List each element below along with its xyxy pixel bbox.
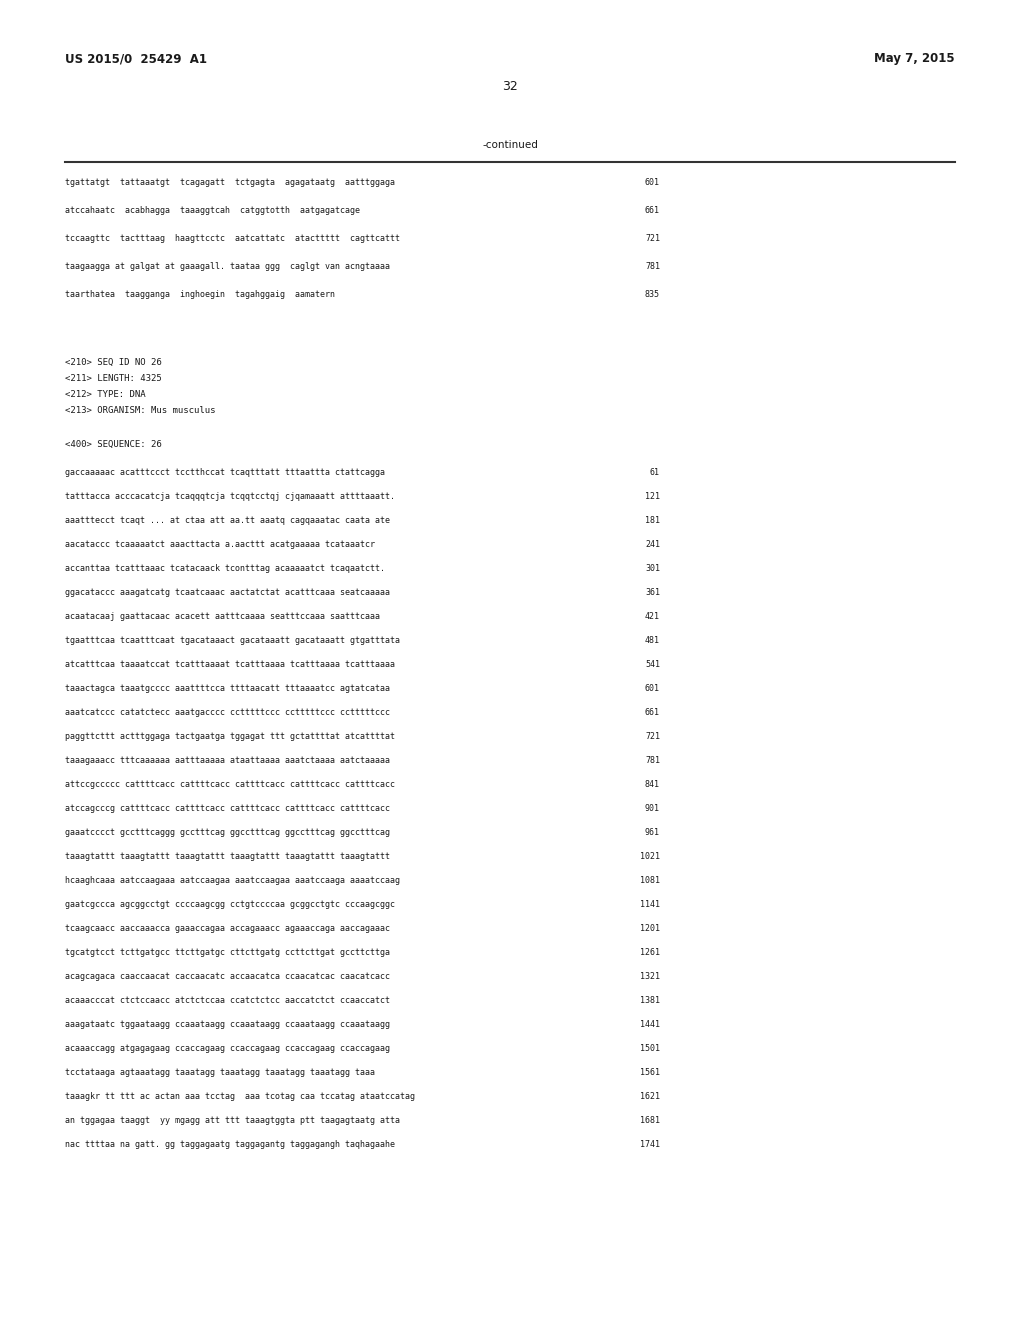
Text: 1561: 1561	[639, 1068, 659, 1077]
Text: 721: 721	[644, 234, 659, 243]
Text: tatttacca acccacatcja tcaqqqtcja tcqqtcctqj cjqamaaatt attttaaatt.: tatttacca acccacatcja tcaqqqtcja tcqqtcc…	[65, 492, 394, 502]
Text: 901: 901	[644, 804, 659, 813]
Text: 1441: 1441	[639, 1020, 659, 1030]
Text: <211> LENGTH: 4325: <211> LENGTH: 4325	[65, 374, 162, 383]
Text: acagcagaca caaccaacat caccaacatc accaacatca ccaacatcac caacatcacc: acagcagaca caaccaacat caccaacatc accaaca…	[65, 972, 389, 981]
Text: 541: 541	[644, 660, 659, 669]
Text: 1081: 1081	[639, 876, 659, 884]
Text: 1621: 1621	[639, 1092, 659, 1101]
Text: tgaatttcaa tcaatttcaat tgacataaact gacataaatt gacataaatt gtgatttata: tgaatttcaa tcaatttcaat tgacataaact gacat…	[65, 636, 399, 645]
Text: gaccaaaaac acatttccct tcctthccat tcaqtttatt tttaattta ctattcagga: gaccaaaaac acatttccct tcctthccat tcaqttt…	[65, 469, 384, 477]
Text: 781: 781	[644, 756, 659, 766]
Text: gaatcgccca agcggcctgt ccccaagcgg cctgtccccaa gcggcctgtc cccaagcggc: gaatcgccca agcggcctgt ccccaagcgg cctgtcc…	[65, 900, 394, 909]
Text: taagaagga at galgat at gaaagall. taataa ggg  caglgt van acngtaaaa: taagaagga at galgat at gaaagall. taataa …	[65, 261, 389, 271]
Text: tcctataaga agtaaatagg taaatagg taaatagg taaatagg taaatagg taaa: tcctataaga agtaaatagg taaatagg taaatagg …	[65, 1068, 375, 1077]
Text: taaagaaacc tttcaaaaaa aatttaaaaa ataattaaaa aaatctaaaa aatctaaaaa: taaagaaacc tttcaaaaaa aatttaaaaa ataatta…	[65, 756, 389, 766]
Text: atccahaatc  acabhagga  taaaggtcah  catggtotth  aatgagatcage: atccahaatc acabhagga taaaggtcah catggtot…	[65, 206, 360, 215]
Text: taarthatea  taagganga  inghoegin  tagahggaig  aamatern: taarthatea taagganga inghoegin tagahggai…	[65, 290, 334, 300]
Text: 421: 421	[644, 612, 659, 620]
Text: <400> SEQUENCE: 26: <400> SEQUENCE: 26	[65, 440, 162, 449]
Text: 1321: 1321	[639, 972, 659, 981]
Text: 1141: 1141	[639, 900, 659, 909]
Text: tccaagttc  tactttaag  haagttcctc  aatcattatc  atacttttt  cagttcattt: tccaagttc tactttaag haagttcctc aatcattat…	[65, 234, 399, 243]
Text: 1021: 1021	[639, 851, 659, 861]
Text: 181: 181	[644, 516, 659, 525]
Text: taaactagca taaatgcccc aaattttcca ttttaacatt tttaaaatcc agtatcataa: taaactagca taaatgcccc aaattttcca ttttaac…	[65, 684, 389, 693]
Text: 481: 481	[644, 636, 659, 645]
Text: 121: 121	[644, 492, 659, 502]
Text: -continued: -continued	[482, 140, 537, 150]
Text: tgcatgtcct tcttgatgcc ttcttgatgc cttcttgatg ccttcttgat gccttcttga: tgcatgtcct tcttgatgcc ttcttgatgc cttcttg…	[65, 948, 389, 957]
Text: 835: 835	[644, 290, 659, 300]
Text: taaagtattt taaagtattt taaagtattt taaagtattt taaagtattt taaagtattt: taaagtattt taaagtattt taaagtattt taaagta…	[65, 851, 389, 861]
Text: aaatcatccc catatctecc aaatgacccc cctttttccc cctttttccc cctttttccc: aaatcatccc catatctecc aaatgacccc ccttttt…	[65, 708, 389, 717]
Text: an tggagaa taaggt  yy mgagg att ttt taaagtggta ptt taagagtaatg atta: an tggagaa taaggt yy mgagg att ttt taaag…	[65, 1115, 399, 1125]
Text: 781: 781	[644, 261, 659, 271]
Text: <210> SEQ ID NO 26: <210> SEQ ID NO 26	[65, 358, 162, 367]
Text: 301: 301	[644, 564, 659, 573]
Text: accanttaa tcatttaaac tcatacaack tcontttag acaaaaatct tcaqaatctt.: accanttaa tcatttaaac tcatacaack tconttta…	[65, 564, 384, 573]
Text: 32: 32	[501, 81, 518, 92]
Text: US 2015/0  25429  A1: US 2015/0 25429 A1	[65, 51, 207, 65]
Text: hcaaghcaaa aatccaagaaa aatccaagaa aaatccaagaa aaatccaaga aaaatccaag: hcaaghcaaa aatccaagaaa aatccaagaa aaatcc…	[65, 876, 399, 884]
Text: May 7, 2015: May 7, 2015	[873, 51, 954, 65]
Text: tgattatgt  tattaaatgt  tcagagatt  tctgagta  agagataatg  aatttggaga: tgattatgt tattaaatgt tcagagatt tctgagta …	[65, 178, 394, 187]
Text: atcatttcaa taaaatccat tcatttaaaat tcatttaaaa tcatttaaaa tcatttaaaa: atcatttcaa taaaatccat tcatttaaaat tcattt…	[65, 660, 394, 669]
Text: acaaacccat ctctccaacc atctctccaa ccatctctcc aaccatctct ccaaccatct: acaaacccat ctctccaacc atctctccaa ccatctc…	[65, 997, 389, 1005]
Text: aaatttecct tcaqt ... at ctaa att aa.tt aaatq cagqaaatac caata ate: aaatttecct tcaqt ... at ctaa att aa.tt a…	[65, 516, 389, 525]
Text: ggacataccc aaagatcatg tcaatcaaac aactatctat acatttcaaa seatcaaaaa: ggacataccc aaagatcatg tcaatcaaac aactatc…	[65, 587, 389, 597]
Text: atccagcccg cattttcacc cattttcacc cattttcacc cattttcacc cattttcacc: atccagcccg cattttcacc cattttcacc cattttc…	[65, 804, 389, 813]
Text: gaaatcccct gcctttcaggg gcctttcag ggcctttcag ggcctttcag ggcctttcag: gaaatcccct gcctttcaggg gcctttcag ggccttt…	[65, 828, 389, 837]
Text: 1381: 1381	[639, 997, 659, 1005]
Text: 661: 661	[644, 206, 659, 215]
Text: nac ttttaa na gatt. gg taggagaatg taggagantg taggagangh taqhagaahe: nac ttttaa na gatt. gg taggagaatg taggag…	[65, 1140, 394, 1148]
Text: aacataccc tcaaaaatct aaacttacta a.aacttt acatgaaaaa tcataaatcr: aacataccc tcaaaaatct aaacttacta a.aacttt…	[65, 540, 375, 549]
Text: paggttcttt actttggaga tactgaatga tggagat ttt gctattttat atcattttat: paggttcttt actttggaga tactgaatga tggagat…	[65, 733, 394, 741]
Text: 601: 601	[644, 178, 659, 187]
Text: taaagkr tt ttt ac actan aaa tcctag  aaa tcotag caa tccatag ataatccatag: taaagkr tt ttt ac actan aaa tcctag aaa t…	[65, 1092, 415, 1101]
Text: aaagataatc tggaataagg ccaaataagg ccaaataagg ccaaataagg ccaaataagg: aaagataatc tggaataagg ccaaataagg ccaaata…	[65, 1020, 389, 1030]
Text: 601: 601	[644, 684, 659, 693]
Text: acaaaccagg atgagagaag ccaccagaag ccaccagaag ccaccagaag ccaccagaag: acaaaccagg atgagagaag ccaccagaag ccaccag…	[65, 1044, 389, 1053]
Text: 1201: 1201	[639, 924, 659, 933]
Text: 961: 961	[644, 828, 659, 837]
Text: 1681: 1681	[639, 1115, 659, 1125]
Text: 1261: 1261	[639, 948, 659, 957]
Text: 241: 241	[644, 540, 659, 549]
Text: 1501: 1501	[639, 1044, 659, 1053]
Text: attccgccccc cattttcacc cattttcacc cattttcacc cattttcacc cattttcacc: attccgccccc cattttcacc cattttcacc catttt…	[65, 780, 394, 789]
Text: 841: 841	[644, 780, 659, 789]
Text: <213> ORGANISM: Mus musculus: <213> ORGANISM: Mus musculus	[65, 407, 215, 414]
Text: 61: 61	[649, 469, 659, 477]
Text: <212> TYPE: DNA: <212> TYPE: DNA	[65, 389, 146, 399]
Text: 721: 721	[644, 733, 659, 741]
Text: 1741: 1741	[639, 1140, 659, 1148]
Text: tcaagcaacc aaccaaacca gaaaccagaa accagaaacc agaaaccaga aaccagaaac: tcaagcaacc aaccaaacca gaaaccagaa accagaa…	[65, 924, 389, 933]
Text: 661: 661	[644, 708, 659, 717]
Text: acaatacaaj gaattacaac acacett aatttcaaaa seatttccaaa saatttcaaa: acaatacaaj gaattacaac acacett aatttcaaaa…	[65, 612, 380, 620]
Text: 361: 361	[644, 587, 659, 597]
